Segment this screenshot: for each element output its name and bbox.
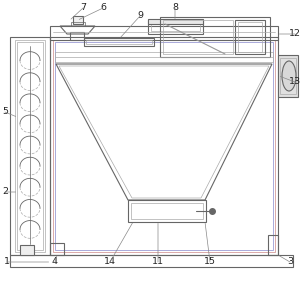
- Bar: [17, 42, 43, 250]
- Text: 1: 1: [4, 257, 10, 266]
- Bar: [73, 16, 83, 24]
- Bar: [71, 22, 85, 26]
- Text: 13: 13: [289, 78, 301, 87]
- Text: 12: 12: [289, 30, 301, 39]
- Bar: [280, 58, 296, 94]
- Text: 3: 3: [287, 257, 293, 266]
- Ellipse shape: [282, 61, 296, 91]
- Bar: [15, 40, 45, 252]
- Bar: [50, 37, 278, 255]
- Bar: [148, 19, 203, 24]
- Bar: [163, 20, 233, 54]
- Bar: [53, 40, 275, 252]
- Text: 8: 8: [172, 3, 178, 12]
- Bar: [131, 203, 203, 219]
- Text: 14: 14: [104, 257, 116, 266]
- Bar: [235, 20, 265, 54]
- Text: 9: 9: [137, 12, 143, 21]
- Text: 4: 4: [52, 257, 58, 266]
- Bar: [86, 40, 152, 44]
- Bar: [50, 243, 64, 255]
- Bar: [238, 22, 262, 52]
- Bar: [128, 200, 206, 222]
- Bar: [55, 42, 273, 250]
- Bar: [50, 26, 278, 40]
- Text: 15: 15: [204, 257, 216, 266]
- Bar: [278, 55, 298, 97]
- Bar: [160, 17, 270, 57]
- Bar: [84, 38, 154, 46]
- Bar: [20, 245, 34, 255]
- Bar: [151, 23, 200, 31]
- Text: 6: 6: [100, 3, 106, 12]
- Bar: [55, 52, 273, 62]
- Text: 7: 7: [80, 3, 86, 12]
- Text: 5: 5: [2, 107, 8, 116]
- Bar: [70, 32, 84, 40]
- Text: 2: 2: [2, 188, 8, 197]
- Bar: [148, 20, 203, 34]
- Bar: [10, 255, 293, 267]
- Bar: [268, 235, 278, 255]
- Text: 11: 11: [152, 257, 164, 266]
- Bar: [10, 37, 50, 255]
